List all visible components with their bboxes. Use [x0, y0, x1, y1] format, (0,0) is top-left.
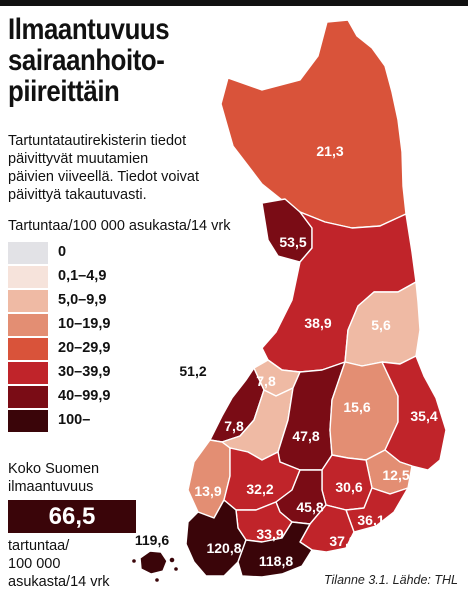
top-rule: [0, 0, 468, 6]
legend-label: 0: [58, 244, 67, 260]
national-unit: tartuntaa/ 100 000 asukasta/14 vrk: [8, 537, 110, 591]
legend-label: 30–39,9: [58, 364, 111, 380]
intro-line: päivien viiveellä. Tiedot voivat: [8, 169, 200, 185]
district-label: 13,9: [194, 483, 221, 499]
district-label: 35,4: [410, 408, 437, 424]
legend-swatch: [8, 290, 48, 312]
district-label: 12,5: [382, 467, 409, 483]
legend-swatch: [8, 386, 48, 408]
legend-swatch: [8, 410, 48, 432]
legend-label: 100–: [58, 412, 91, 428]
source-note: Tilanne 3.1. Lähde: THL: [323, 573, 458, 587]
district-region: [130, 550, 180, 584]
legend-label: 40–99,9: [58, 388, 111, 404]
national-label-line: ilmaantuvuus: [8, 479, 94, 495]
intro-line: Tartuntatautirekisterin tiedot: [8, 133, 187, 149]
district-label: 30,6: [335, 479, 362, 495]
district-label: 53,5: [279, 234, 306, 250]
district-region: [220, 19, 407, 229]
district-label: 120,8: [206, 540, 241, 556]
district-label: 7,8: [224, 418, 244, 434]
legend-swatch: [8, 362, 48, 384]
national-unit-line: tartuntaa/: [8, 538, 70, 554]
title-line: sairaanhoito-: [8, 44, 165, 77]
legend-swatch: [8, 314, 48, 336]
district-label: 38,9: [304, 315, 331, 331]
title-line: Ilmaantuvuus: [8, 13, 170, 46]
national-unit-line: 100 000: [8, 556, 61, 572]
legend-swatch: [8, 242, 48, 264]
district-label: 32,2: [246, 481, 273, 497]
district-region: [381, 355, 447, 471]
district-region: [345, 487, 409, 533]
intro-line: päivittyvät muutamien: [8, 151, 149, 167]
district-label: 119,6: [135, 532, 169, 548]
district-label: 5,6: [371, 317, 391, 333]
legend-swatch: [8, 266, 48, 288]
intro-line: päivittyä takautuvasti.: [8, 187, 147, 203]
legend-label: 20–29,9: [58, 340, 111, 356]
legend-swatch: [8, 338, 48, 360]
district-label: 118,8: [259, 553, 293, 569]
district-label: 33,9: [256, 526, 283, 542]
title-line: piireittäin: [8, 75, 120, 108]
national-label-line: Koko Suomen: [8, 461, 100, 477]
national-label: Koko Suomen ilmaantuvuus: [8, 460, 99, 496]
district-label: 21,3: [316, 143, 343, 159]
district-label: 47,8: [292, 428, 319, 444]
district-label: 15,6: [343, 399, 370, 415]
district-label: 51,2: [179, 363, 206, 379]
district-label: 36,1: [357, 512, 384, 528]
district-label: 37,9: [329, 533, 356, 549]
intro-text: Tartuntatautirekisterin tiedot päivittyv…: [8, 132, 258, 204]
legend-title: Tartuntaa/100 000 asukasta/14 vrk: [8, 218, 231, 234]
district-label: 45,8: [296, 499, 323, 515]
national-unit-line: asukasta/14 vrk: [8, 574, 110, 590]
national-value: 66,5: [8, 500, 136, 533]
legend-label: 10–19,9: [58, 316, 111, 332]
district-region: [237, 521, 313, 578]
legend-label: 0,1–4,9: [58, 268, 107, 284]
district-label: 7,8: [256, 373, 276, 389]
page-title: Ilmaantuvuus sairaanhoito- piireittäin: [8, 14, 232, 107]
legend-label: 5,0–9,9: [58, 292, 107, 308]
